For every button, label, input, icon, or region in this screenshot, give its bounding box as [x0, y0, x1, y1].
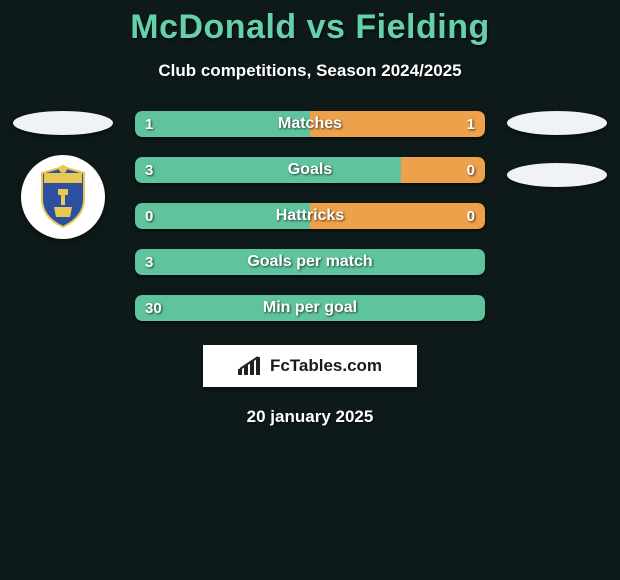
snapshot-date: 20 january 2025 [0, 407, 620, 427]
club-badge-placeholder [507, 163, 607, 187]
stat-bar-right-segment [401, 157, 485, 183]
stat-bar-left-segment [135, 295, 485, 321]
stat-bar: 3Goals0 [135, 157, 485, 183]
comparison-chart: 1Matches1 3Goals0 0Hattricks0 3Goals per ma… [0, 111, 620, 321]
stat-bar-left-segment [135, 249, 485, 275]
stat-bar-left-segment [135, 111, 310, 137]
bar-chart-icon [238, 355, 264, 377]
left-club-badge [21, 155, 105, 239]
stat-bar-right-segment [310, 203, 485, 229]
stat-bar: 30Min per goal [135, 295, 485, 321]
stat-bar: 3Goals per match [135, 249, 485, 275]
comparison-infographic: McDonald vs Fielding Club competitions, … [0, 0, 620, 580]
brand-text: FcTables.com [270, 356, 382, 376]
stat-bar-left-segment [135, 203, 310, 229]
club-crest-icon [38, 165, 88, 229]
stat-bar: 0Hattricks0 [135, 203, 485, 229]
right-player-column [502, 111, 612, 187]
stat-bar-right-segment [310, 111, 485, 137]
page-subtitle: Club competitions, Season 2024/2025 [0, 61, 620, 81]
player-photo-placeholder [507, 111, 607, 135]
page-title: McDonald vs Fielding [0, 0, 620, 47]
stat-bars: 1Matches1 3Goals0 0Hattricks0 3Goals per ma… [135, 111, 485, 321]
stat-bar-left-segment [135, 157, 401, 183]
stat-bar: 1Matches1 [135, 111, 485, 137]
brand-badge: FcTables.com [203, 345, 417, 387]
left-player-column [8, 111, 118, 239]
player-photo-placeholder [13, 111, 113, 135]
